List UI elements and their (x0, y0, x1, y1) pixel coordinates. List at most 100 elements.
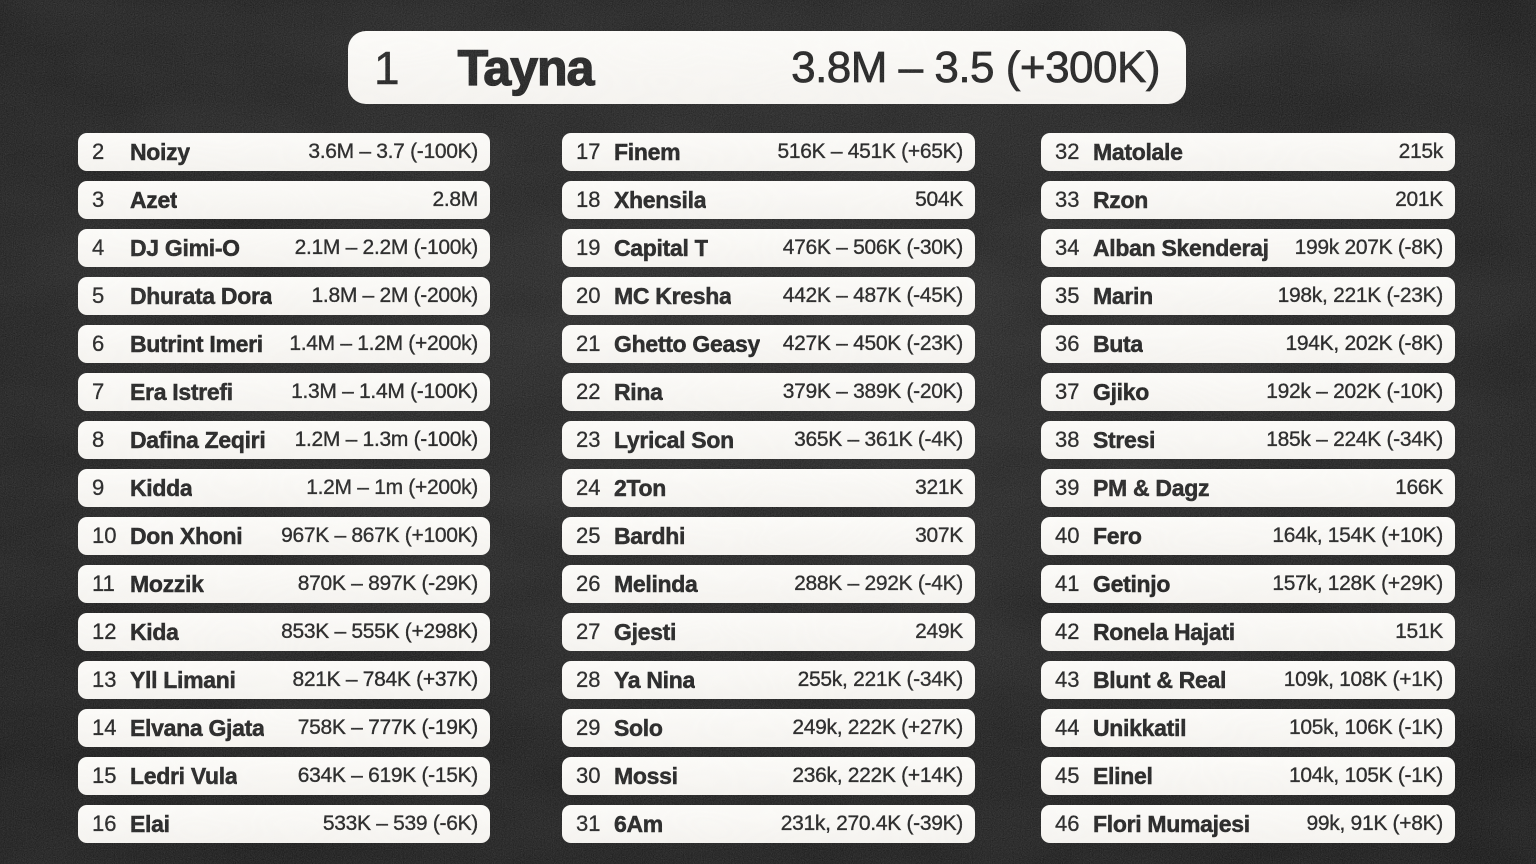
artist-row: 3 Azet 2.8M (78, 181, 490, 219)
row-stats: 105k, 106K (-1K) (1289, 716, 1444, 739)
row-rank: 40 (1055, 523, 1080, 548)
row-stats: 201K (1395, 188, 1444, 211)
row-rank: 38 (1055, 427, 1080, 452)
artist-row: 5 Dhurata Dora 1.8M – 2M (-200k) (78, 277, 490, 315)
row-stats: 185k – 224K (-34K) (1266, 428, 1443, 451)
row-rank: 25 (576, 523, 601, 548)
top-artist-name: Tayna (457, 39, 595, 96)
row-artist-name: Elinel (1093, 762, 1153, 789)
row-rank: 14 (92, 715, 117, 740)
row-rank: 23 (576, 427, 601, 452)
row-stats: 3.6M – 3.7 (-100K) (308, 140, 478, 163)
row-artist-name: Fero (1093, 522, 1142, 549)
row-stats: 1.2M – 1m (+200k) (306, 476, 478, 499)
row-stats: 1.4M – 1.2M (+200k) (289, 332, 478, 355)
row-stats: 379K – 389K (-20K) (782, 380, 964, 403)
row-artist-name: Flori Mumajesi (1093, 810, 1250, 837)
artist-row: 45 Elinel 104k, 105K (-1K) (1041, 757, 1455, 795)
artist-row: 21 Ghetto Geasy 427K – 450K (-23K) (562, 325, 975, 363)
artist-row: 13 Yll Limani 821K – 784K (+37K) (78, 661, 490, 699)
row-stats: 255k, 221K (-34K) (797, 668, 963, 691)
row-rank: 7 (92, 379, 105, 404)
artist-row: 33 Rzon 201K (1041, 181, 1455, 219)
top-rank-number: 1 (374, 41, 400, 94)
row-rank: 8 (92, 427, 105, 452)
row-rank: 33 (1055, 187, 1080, 212)
row-artist-name: Dafina Zeqiri (130, 426, 266, 453)
artist-row: 11 Mozzik 870K – 897K (-29K) (78, 565, 490, 603)
row-rank: 10 (92, 523, 117, 548)
row-artist-name: Rzon (1093, 186, 1149, 213)
artist-row: 9 Kidda 1.2M – 1m (+200k) (78, 469, 490, 507)
row-artist-name: Elai (130, 810, 170, 837)
row-stats: 504K (915, 188, 964, 211)
row-stats: 365K – 361K (-4K) (794, 428, 963, 451)
row-artist-name: Ghetto Geasy (614, 330, 760, 357)
row-rank: 17 (576, 139, 601, 164)
artist-row: 10 Don Xhoni 967K – 867K (+100K) (78, 517, 490, 555)
row-stats: 164k, 154K (+10K) (1272, 524, 1443, 547)
row-stats: 215k (1398, 140, 1443, 163)
row-rank: 30 (576, 763, 601, 788)
row-artist-name: Kida (130, 618, 179, 645)
artist-row: 39 PM & Dagz 166K (1041, 469, 1455, 507)
artist-row: 17 Finem 516K – 451K (+65K) (562, 133, 975, 171)
artist-row: 37 Gjiko 192k – 202K (-10K) (1041, 373, 1455, 411)
row-stats: 442K – 487K (-45K) (782, 284, 964, 307)
row-artist-name: Solo (614, 714, 663, 741)
row-rank: 46 (1055, 811, 1080, 836)
artist-row: 28 Ya Nina 255k, 221K (-34K) (562, 661, 975, 699)
artist-row: 12 Kida 853K – 555K (+298K) (78, 613, 490, 651)
row-stats: 476K – 506K (-30K) (782, 236, 964, 259)
artist-row: 34 Alban Skenderaj 199k 207K (-8K) (1041, 229, 1455, 267)
row-artist-name: Elvana Gjata (130, 714, 265, 741)
row-artist-name: Don Xhoni (130, 522, 243, 549)
row-artist-name: Matolale (1093, 138, 1183, 165)
ranking-column-1: 2 Noizy 3.6M – 3.7 (-100K) 3 Azet 2.8M 4… (78, 133, 490, 843)
row-rank: 9 (92, 475, 105, 500)
row-artist-name: Azet (130, 186, 178, 213)
row-artist-name: Kidda (130, 474, 193, 501)
artist-row: 38 Stresi 185k – 224K (-34K) (1041, 421, 1455, 459)
artist-row: 43 Blunt & Real 109k, 108K (+1K) (1041, 661, 1455, 699)
artist-row: 8 Dafina Zeqiri 1.2M – 1.3m (-100k) (78, 421, 490, 459)
row-stats: 758K – 777K (-19K) (297, 716, 479, 739)
row-rank: 44 (1055, 715, 1080, 740)
row-artist-name: Dhurata Dora (130, 282, 273, 309)
row-rank: 4 (92, 235, 105, 260)
row-stats: 157k, 128K (+29K) (1272, 572, 1443, 595)
row-rank: 32 (1055, 139, 1080, 164)
row-artist-name: Capital T (614, 234, 709, 261)
row-artist-name: Lyrical Son (614, 426, 734, 453)
row-stats: 151K (1395, 620, 1444, 643)
row-artist-name: Mozzik (130, 570, 204, 597)
row-rank: 37 (1055, 379, 1080, 404)
row-rank: 19 (576, 235, 601, 260)
row-rank: 22 (576, 379, 601, 404)
row-artist-name: Alban Skenderaj (1093, 234, 1269, 261)
artist-row: 4 DJ Gimi-O 2.1M – 2.2M (-100k) (78, 229, 490, 267)
row-rank: 20 (576, 283, 601, 308)
row-stats: 166K (1395, 476, 1444, 499)
artist-row: 32 Matolale 215k (1041, 133, 1455, 171)
row-rank: 6 (92, 331, 105, 356)
row-artist-name: Rina (614, 378, 663, 405)
row-stats: 236k, 222K (+14K) (792, 764, 963, 787)
row-stats: 870K – 897K (-29K) (297, 572, 479, 595)
row-stats: 1.8M – 2M (-200k) (311, 284, 478, 307)
artist-row: 20 MC Kresha 442K – 487K (-45K) (562, 277, 975, 315)
row-artist-name: Xhensila (614, 186, 707, 213)
row-rank: 13 (92, 667, 117, 692)
row-stats: 307K (915, 524, 964, 547)
row-artist-name: Butrint Imeri (130, 330, 263, 357)
artist-row: 44 Unikkatil 105k, 106K (-1K) (1041, 709, 1455, 747)
row-artist-name: Marin (1093, 282, 1153, 309)
row-artist-name: MC Kresha (614, 282, 732, 309)
artist-row: 19 Capital T 476K – 506K (-30K) (562, 229, 975, 267)
artist-row: 36 Buta 194K, 202K (-8K) (1041, 325, 1455, 363)
top-rank-card: 1 Tayna 3.8M – 3.5 (+300K) (348, 31, 1186, 104)
row-rank: 43 (1055, 667, 1080, 692)
row-artist-name: Finem (614, 138, 681, 165)
row-artist-name: Ronela Hajati (1093, 618, 1235, 645)
